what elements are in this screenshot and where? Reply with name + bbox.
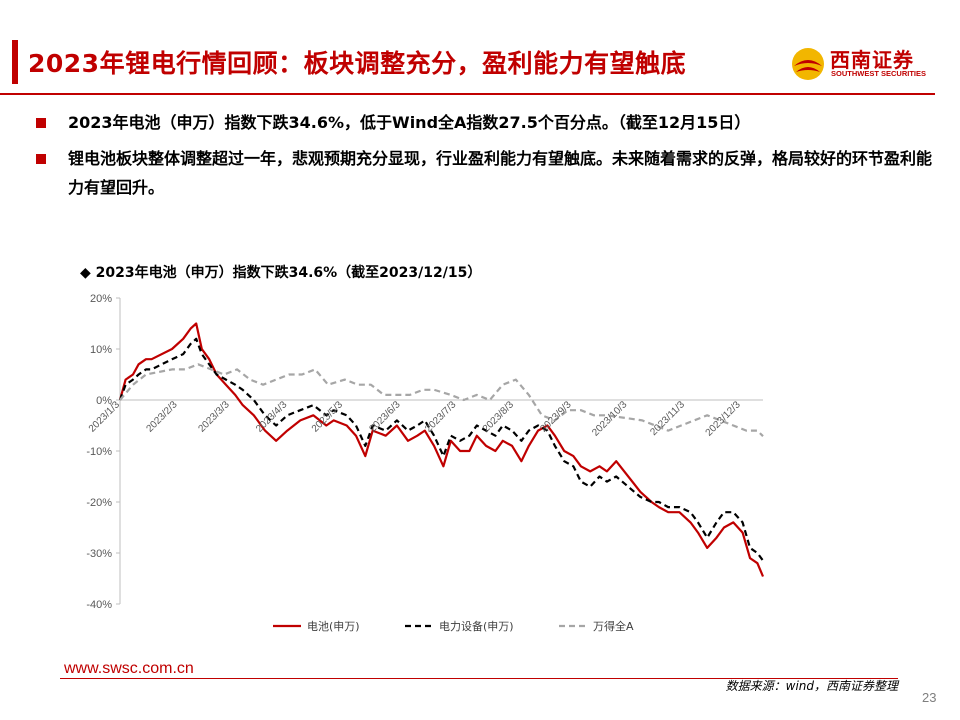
title-accent-bar [12, 40, 18, 84]
header-divider [0, 93, 935, 95]
legend-label: 电力设备(申万) [439, 619, 514, 633]
chart-title: ◆ 2023年电池（申万）指数下跌34.6%（截至2023/12/15） [80, 265, 482, 281]
x-tick-label: 2023/11/3 [648, 399, 687, 438]
y-tick-label: -30% [86, 548, 112, 560]
bullet-item: 2023年电池（申万）指数下跌34.6%，低于Wind全A指数27.5个百分点。… [30, 108, 935, 137]
x-tick-label: 2023/3/3 [196, 399, 232, 435]
bullet-list: 2023年电池（申万）指数下跌34.6%，低于Wind全A指数27.5个百分点。… [30, 108, 935, 209]
x-tick-label: 2023/6/3 [367, 399, 403, 435]
bullet-item: 锂电池板块整体调整超过一年，悲观预期充分显现，行业盈利能力有望触底。未来随着需求… [30, 144, 935, 202]
bullet-text: 锂电池板块整体调整超过一年，悲观预期充分显现，行业盈利能力有望触底。未来随着需求… [68, 149, 933, 197]
page-title: 2023年锂电行情回顾：板块调整充分，盈利能力有望触底 [28, 49, 687, 78]
bullet-square-icon [36, 118, 46, 128]
y-tick-label: 20% [90, 293, 112, 305]
data-source-note: 数据来源：wind，西南证券整理 [725, 679, 898, 693]
page-number: 23 [922, 690, 937, 705]
logo-name: 西南证券 [830, 48, 914, 72]
x-tick-label: 2023/7/3 [423, 399, 459, 435]
legend-label: 万得全A [593, 619, 634, 633]
y-tick-label: 0% [96, 395, 112, 407]
x-tick-label: 2023/12/3 [704, 399, 744, 439]
logo-emblem-icon [792, 48, 824, 80]
x-tick-label: 2023/8/3 [481, 399, 517, 435]
series-line [118, 322, 765, 577]
x-tick-label: 2023/2/3 [144, 399, 180, 435]
y-tick-label: -40% [86, 599, 112, 611]
y-tick-label: -10% [86, 446, 112, 458]
y-tick-label: 10% [90, 344, 112, 356]
footer-url[interactable]: www.swsc.com.cn [64, 660, 194, 677]
company-logo: 西南证券 SOUTHWEST SECURITIES [790, 42, 940, 86]
series-line [119, 363, 764, 437]
y-tick-label: -20% [86, 497, 112, 509]
bullet-square-icon [36, 154, 46, 164]
footer-divider [60, 678, 898, 679]
x-tick-label: 2023/9/3 [538, 399, 574, 435]
logo-subtitle: SOUTHWEST SECURITIES [831, 69, 927, 78]
line-chart: 20%10%0%-10%-20%-30%-40%2023/1/3 2023/2/3… [86, 293, 765, 633]
bullet-text: 2023年电池（申万）指数下跌34.6%，低于Wind全A指数27.5个百分点。… [68, 113, 751, 132]
legend-label: 电池(申万) [307, 620, 360, 633]
